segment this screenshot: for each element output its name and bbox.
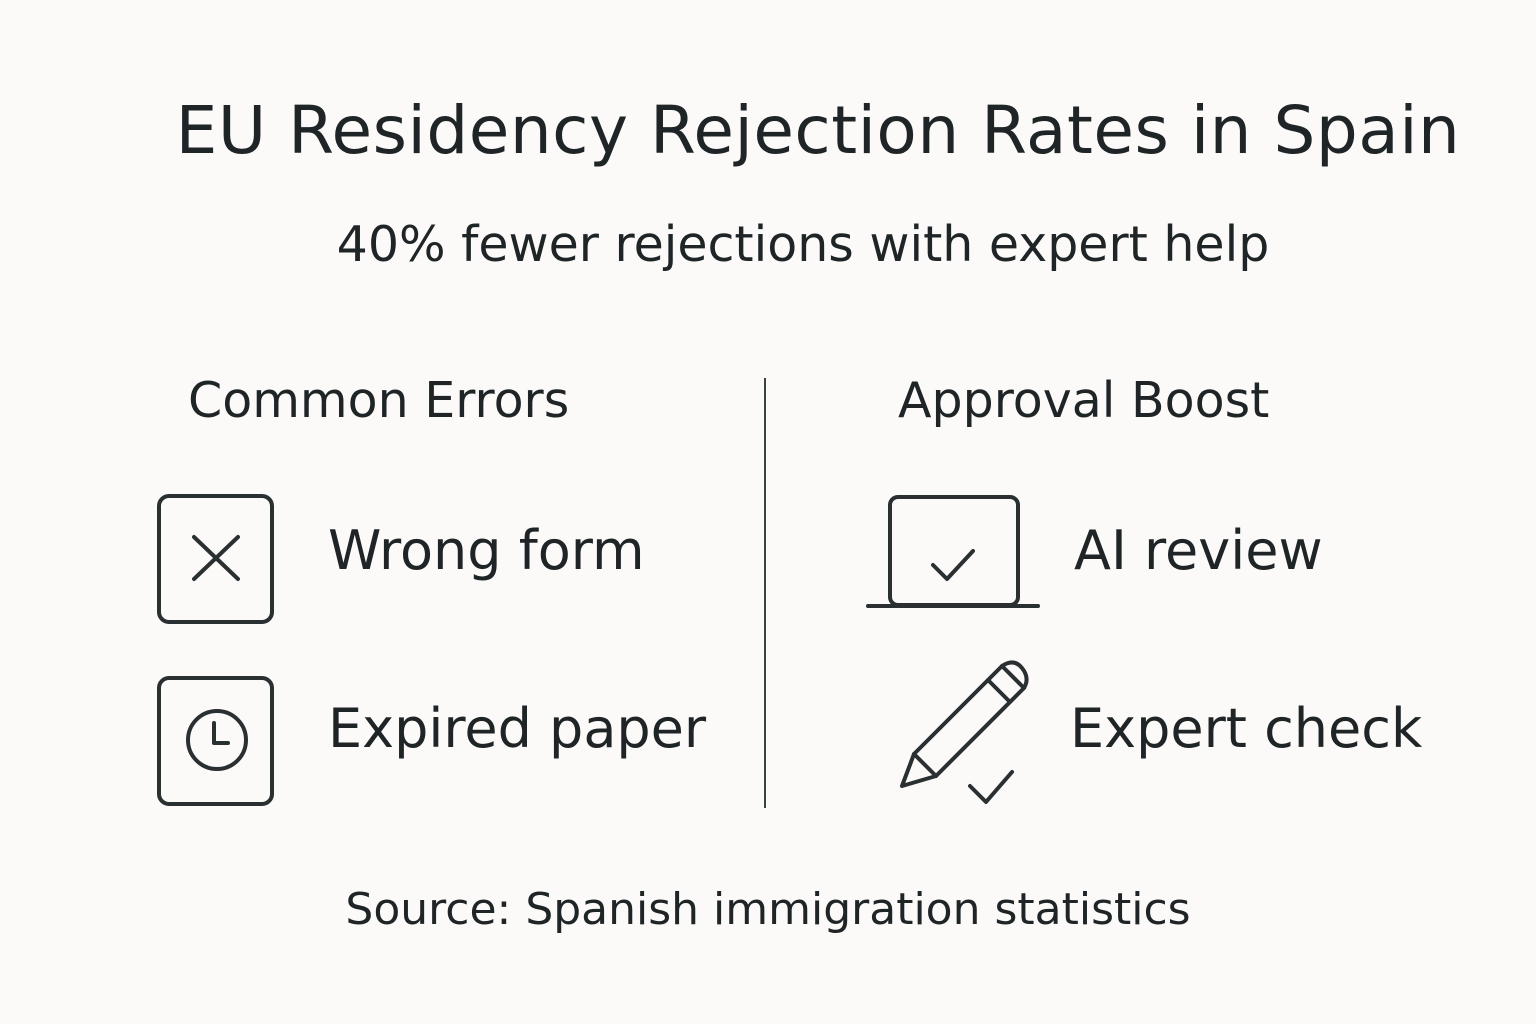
page-subtitle: 40% fewer rejections with expert help: [336, 216, 1270, 273]
pencil-check-icon: [894, 658, 1034, 808]
clock-box-icon: [156, 675, 276, 807]
column-divider: [764, 378, 766, 808]
common-errors-heading: Common Errors: [188, 372, 570, 429]
page-title: EU Residency Rejection Rates in Spain: [175, 92, 1461, 169]
laptop-check-icon: [866, 493, 1040, 613]
approval-boost-heading: Approval Boost: [898, 372, 1270, 429]
source-note: Source: Spanish immigration statistics: [345, 884, 1191, 935]
x-box-icon: [156, 493, 276, 625]
list-item-label-expert-check: Expert check: [1070, 697, 1423, 760]
list-item-label-ai-review: AI review: [1074, 519, 1323, 582]
list-item-label-expired-paper: Expired paper: [328, 697, 707, 760]
list-item-label-wrong-form: Wrong form: [328, 519, 645, 582]
